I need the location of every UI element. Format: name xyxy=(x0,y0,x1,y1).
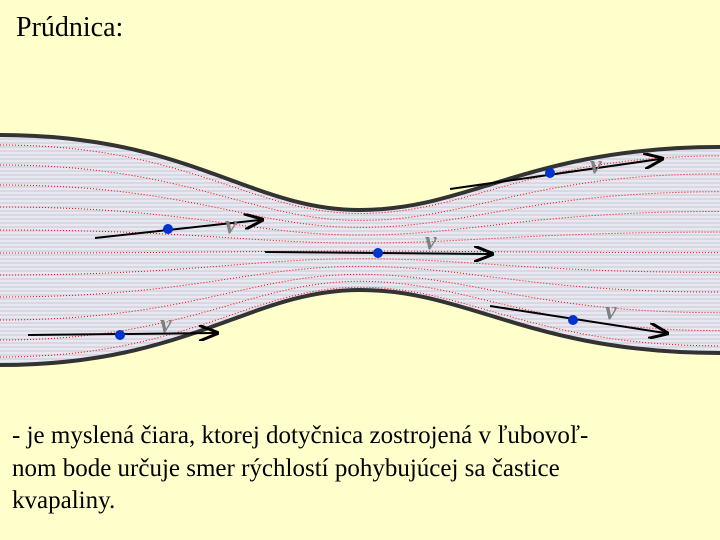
streamline-diagram: v v v v v xyxy=(0,125,720,375)
svg-text:v: v xyxy=(605,296,617,325)
svg-text:v: v xyxy=(225,210,237,239)
page-title: Prúdnica: xyxy=(16,12,123,44)
definition-text: - je myslená čiara, ktorej dotyčnica zos… xyxy=(12,420,708,518)
svg-text:v: v xyxy=(425,226,437,255)
svg-text:v: v xyxy=(160,309,172,338)
svg-text:v: v xyxy=(590,150,602,179)
